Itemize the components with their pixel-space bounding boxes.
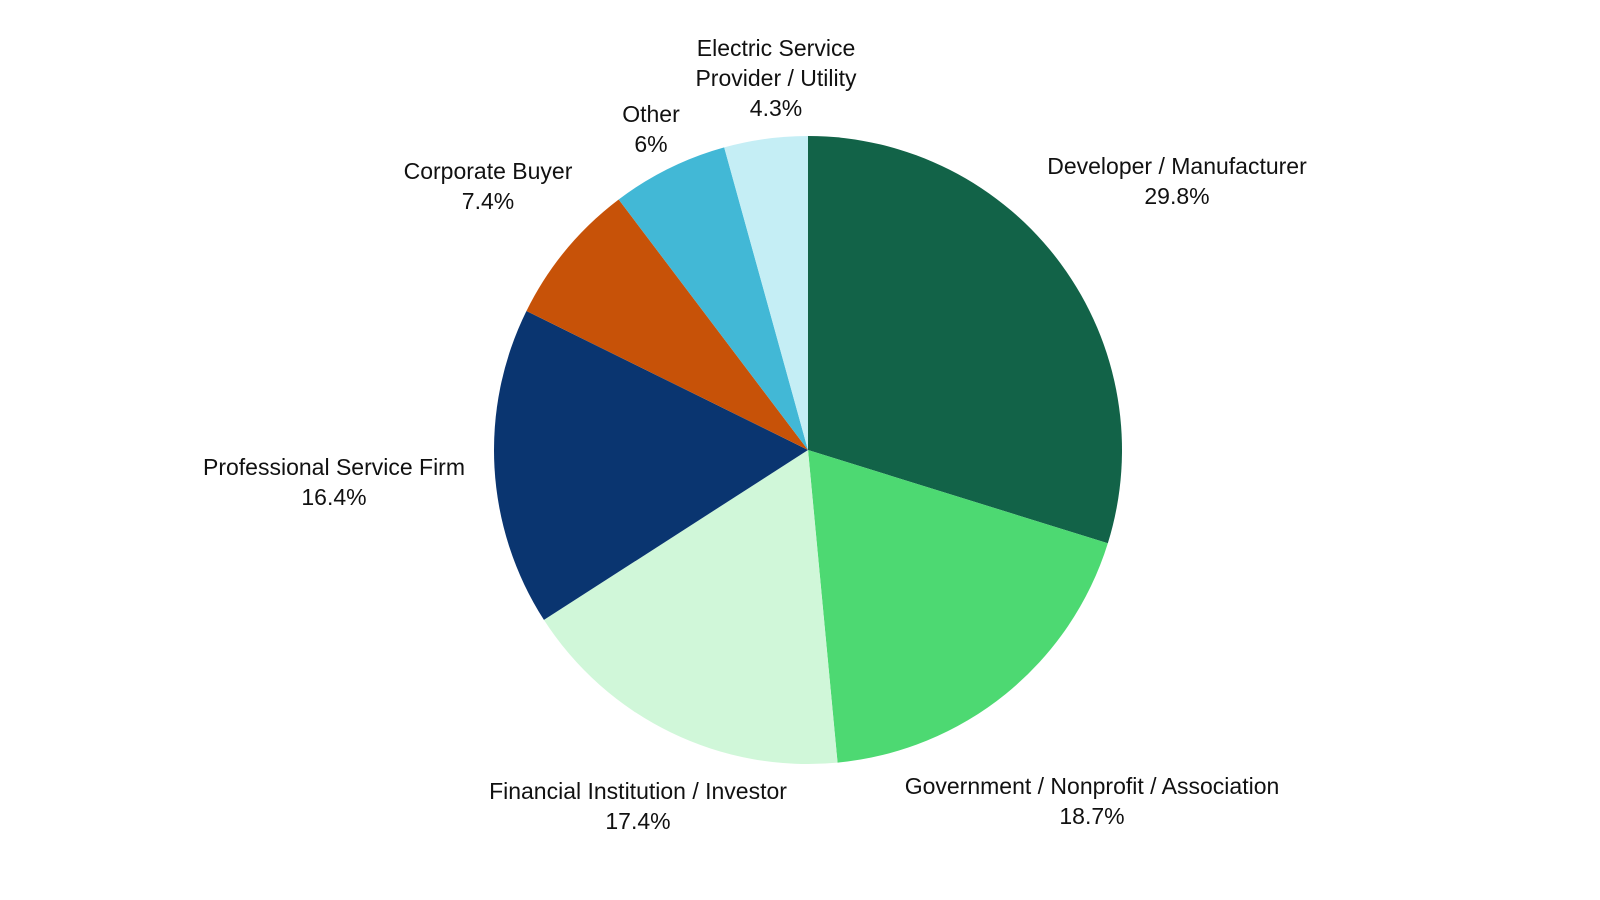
slice-label-2: Financial Institution / Investor 17.4% xyxy=(489,778,787,834)
slice-category-label: Electric Service xyxy=(697,35,855,61)
slice-value-label: 18.7% xyxy=(1059,803,1124,829)
slice-label-6: Electric Service Provider / Utility 4.3% xyxy=(695,35,857,121)
pie-slice-0 xyxy=(808,136,1123,544)
pie-slice-3 xyxy=(493,310,808,620)
slice-value-label: 4.3% xyxy=(750,95,802,121)
slice-value-label: 7.4% xyxy=(462,188,514,214)
slice-value-label: 17.4% xyxy=(605,808,670,834)
slice-value-label: 29.8% xyxy=(1144,183,1209,209)
slice-category-label: Other xyxy=(622,101,680,127)
slice-label-0: Developer / Manufacturer 29.8% xyxy=(1047,153,1307,209)
slice-value-label: 16.4% xyxy=(301,484,366,510)
pie-slice-2 xyxy=(543,450,838,765)
slice-category-label: Government / Nonprofit / Association xyxy=(905,773,1280,799)
slices-layer xyxy=(493,136,1123,765)
pie-slice-6 xyxy=(724,136,808,450)
pie-slice-1 xyxy=(808,450,1108,763)
slice-category-label: Corporate Buyer xyxy=(404,158,573,184)
slice-value-label: 6% xyxy=(634,131,667,157)
labels-layer: Developer / Manufacturer 29.8% Government … xyxy=(203,35,1307,834)
pie-slice-5 xyxy=(618,147,808,450)
slice-label-3: Professional Service Firm 16.4% xyxy=(203,454,465,510)
slice-category-label: Provider / Utility xyxy=(695,65,857,91)
slice-label-5: Other 6% xyxy=(622,101,680,157)
slice-category-label: Financial Institution / Investor xyxy=(489,778,787,804)
slice-category-label: Developer / Manufacturer xyxy=(1047,153,1307,179)
slice-label-1: Government / Nonprofit / Association 18.7… xyxy=(905,773,1280,829)
slice-label-4: Corporate Buyer 7.4% xyxy=(404,158,573,214)
pie-slice-4 xyxy=(526,199,808,450)
slice-category-label: Professional Service Firm xyxy=(203,454,465,480)
